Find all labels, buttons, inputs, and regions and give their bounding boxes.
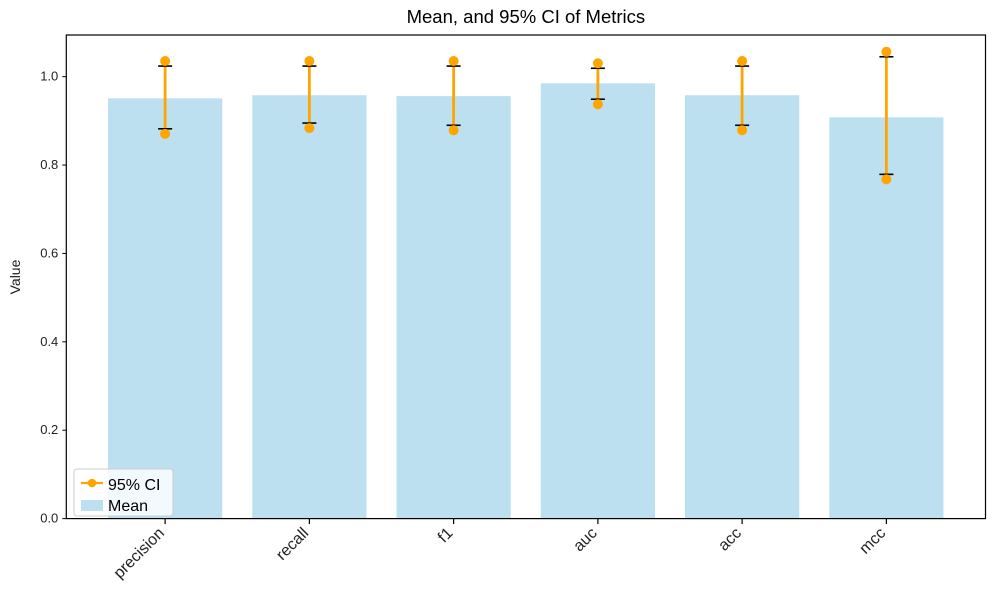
svg-text:0.4: 0.4	[40, 334, 58, 349]
svg-text:95% CI: 95% CI	[108, 477, 160, 494]
svg-text:Mean, and 95% CI of Metrics: Mean, and 95% CI of Metrics	[407, 6, 646, 27]
svg-text:0.6: 0.6	[40, 245, 58, 260]
svg-text:Mean: Mean	[108, 498, 148, 515]
svg-text:Value: Value	[7, 259, 23, 294]
svg-text:1.0: 1.0	[40, 69, 58, 84]
svg-text:0.8: 0.8	[40, 157, 58, 172]
svg-text:0.2: 0.2	[40, 422, 58, 437]
svg-text:0.0: 0.0	[40, 511, 58, 526]
